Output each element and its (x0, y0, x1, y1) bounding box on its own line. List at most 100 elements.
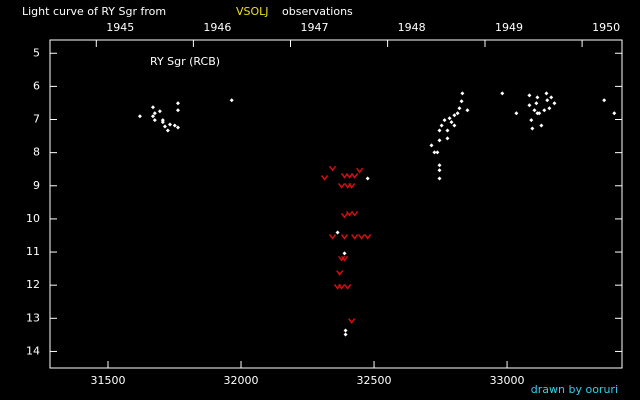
observation-point (529, 118, 534, 123)
observation-point (343, 332, 348, 337)
upper-limit-mark (364, 234, 372, 240)
y-tick-label: 7 (33, 113, 40, 126)
y-tick-label: 13 (26, 311, 40, 324)
y-tick-label: 9 (33, 179, 40, 192)
x-tick-label: 32000 (224, 374, 259, 387)
observation-point (175, 125, 180, 130)
observation-point (342, 251, 347, 256)
upper-limit-mark (357, 234, 366, 240)
x2-tick-label: 1949 (495, 21, 523, 34)
upper-limit-mark (345, 173, 354, 179)
observation-point (452, 123, 457, 128)
observation-point (537, 111, 542, 116)
y-tick-label: 8 (33, 146, 40, 159)
observation-point (437, 128, 442, 133)
observation-point (175, 108, 180, 113)
upper-limit-mark (340, 173, 349, 179)
title-suffix: observations (282, 5, 353, 18)
y-tick-label: 6 (33, 79, 40, 92)
observation-point (465, 108, 470, 113)
observation-point (442, 118, 447, 123)
observation-point (437, 163, 442, 168)
x2-tick-label: 1950 (592, 21, 620, 34)
upper-limit-mark (337, 255, 346, 262)
observation-point (157, 109, 162, 114)
upper-limit-mark (348, 182, 356, 189)
upper-limit-mark (351, 173, 359, 179)
observation-point (535, 95, 540, 100)
upper-limit-mark (345, 210, 354, 217)
observation-point (544, 91, 549, 96)
upper-limit-mark (340, 234, 349, 240)
observation-point (455, 111, 460, 116)
observation-point (165, 128, 170, 133)
observation-point (432, 150, 437, 155)
y-tick-label: 11 (26, 245, 40, 258)
observation-point (449, 120, 454, 125)
observation-point (160, 120, 165, 125)
upper-limit-mark (351, 210, 359, 217)
upper-limit-mark (328, 234, 337, 240)
observation-point (162, 124, 167, 129)
upper-limit-mark (337, 284, 346, 290)
observation-point (542, 108, 547, 113)
observation-point (365, 176, 370, 181)
upper-limit-mark (337, 182, 346, 189)
observation-point (152, 111, 157, 116)
observation-point (152, 118, 157, 123)
upper-limit-mark (328, 165, 337, 172)
observation-point (457, 106, 462, 111)
x2-tick-label: 1946 (203, 21, 231, 34)
upper-limit-mark (340, 212, 349, 219)
credit: drawn by ooruri (531, 383, 618, 396)
x2-tick-label: 1948 (398, 21, 426, 34)
observation-point (137, 114, 142, 119)
upper-limit-mark (344, 284, 352, 290)
observation-point (447, 116, 452, 121)
observation-point (459, 99, 464, 104)
upper-limit-mark (351, 234, 359, 240)
observation-point (527, 93, 532, 98)
observation-point (549, 95, 554, 100)
x2-tick-label: 1947 (301, 21, 329, 34)
observation-point (435, 150, 440, 155)
upper-limit-mark (356, 167, 364, 174)
observation-point (343, 328, 348, 333)
observation-point (612, 111, 617, 116)
observation-point (150, 114, 155, 119)
observation-point (172, 123, 177, 128)
x-tick-label: 31500 (90, 374, 125, 387)
title-source: VSOLJ (236, 5, 269, 18)
observation-point (439, 123, 444, 128)
observation-point (460, 91, 465, 96)
y-tick-label: 5 (33, 46, 40, 59)
observation-point (437, 138, 442, 143)
x2-tick-label: 1945 (106, 21, 134, 34)
observation-point (547, 106, 552, 111)
upper-limit-mark (320, 175, 329, 181)
x-tick-label: 33000 (490, 374, 525, 387)
y-tick-label: 14 (26, 344, 40, 357)
observation-point (552, 101, 557, 106)
upper-limit-mark (340, 255, 349, 262)
observation-point (335, 230, 340, 235)
y-tick-label: 10 (26, 212, 40, 225)
plot-frame (49, 39, 623, 369)
observation-point (527, 103, 532, 108)
observation-point (452, 113, 457, 118)
observation-point (539, 123, 544, 128)
observation-point (175, 101, 180, 106)
observation-point (150, 105, 155, 110)
observation-point (532, 108, 537, 113)
observation-point (437, 176, 442, 181)
observation-point (534, 101, 539, 106)
y-tick-label: 12 (26, 278, 40, 291)
observation-point (602, 98, 607, 103)
observation-point (445, 128, 450, 133)
annotation: RY Sgr (RCB) (150, 55, 220, 68)
upper-limit-mark (348, 318, 356, 324)
observation-point (229, 98, 234, 103)
chart-title: Light curve of RY Sgr from (22, 5, 166, 18)
x-tick-label: 32500 (357, 374, 392, 387)
